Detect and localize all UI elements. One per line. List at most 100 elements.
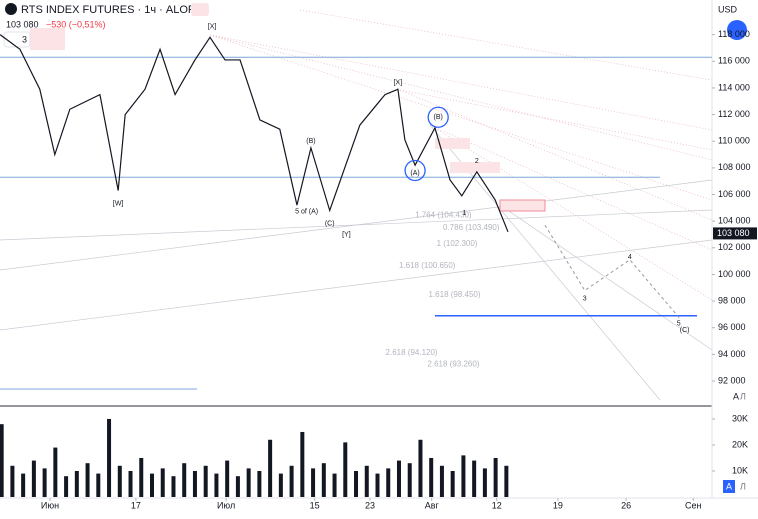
log-button[interactable]: Л [740, 481, 746, 491]
x-tick-label: 17 [131, 500, 141, 510]
auto-toggle[interactable] [723, 480, 735, 493]
fib-label: 0.786 (103.490) [443, 223, 500, 232]
wave-label: 3 [583, 295, 587, 302]
volume-bar [235, 476, 240, 497]
volume-bar [493, 457, 498, 497]
volume-bar [10, 465, 15, 497]
y-tick-label: 112 000 [718, 109, 750, 119]
wave-label: 5 [677, 321, 681, 328]
volume-bar [439, 465, 444, 497]
volume-bar [203, 465, 208, 497]
fib-label: 1.618 (100.650) [399, 261, 456, 270]
y-tick-label: 20K [732, 439, 748, 449]
volume-bar [85, 463, 90, 497]
y-tick-label: 94 000 [718, 349, 746, 359]
x-tick-label: Июн [41, 500, 59, 510]
volume-bar [246, 468, 251, 497]
badge [191, 3, 209, 16]
volume-bar [139, 457, 144, 497]
wave-label: 1 [463, 210, 467, 217]
zone [30, 28, 65, 50]
volume-bar [375, 473, 380, 497]
last-price-tag [713, 227, 757, 240]
volume-bar [311, 468, 316, 497]
volume-bar [278, 473, 283, 497]
x-tick-label: Сен [685, 500, 702, 510]
volume-bar [150, 473, 154, 497]
y-tick-label: 106 000 [718, 189, 751, 199]
volume-bar [53, 447, 58, 497]
volume-bar [396, 460, 401, 497]
volume-bar [354, 470, 359, 497]
zone [499, 199, 546, 212]
fib-label: 1.618 (98.450) [429, 290, 481, 299]
wave-label: [X] [394, 79, 403, 86]
volume-bar [64, 476, 69, 497]
volume-bar [160, 468, 165, 497]
last-price-label: 103 080 [717, 228, 750, 238]
wave-label: 5 of (A) [295, 209, 318, 216]
y-tick-label: 114 000 [718, 82, 750, 92]
y-tick-label: 104 000 [718, 216, 751, 226]
wave-label: (B) [306, 138, 315, 145]
volume-bar [96, 473, 101, 497]
change: −530 (−0,51%) [46, 19, 106, 29]
symbol-icon[interactable] [5, 3, 17, 15]
volume-bar [386, 468, 391, 497]
volume-bar [257, 470, 262, 497]
volume-bar [42, 468, 47, 497]
volume-bar [128, 470, 133, 497]
wave-label: [Y] [342, 231, 351, 238]
y-tick-label: 10K [732, 465, 748, 475]
volume-bar [418, 439, 423, 497]
wave-circle [404, 159, 426, 182]
volume-bar [225, 460, 230, 497]
y-tick-label: 98 000 [718, 295, 746, 305]
volume-bar [450, 470, 455, 497]
volume-bar [21, 473, 26, 497]
x-tick-label: 12 [492, 500, 502, 510]
zone [450, 162, 500, 173]
projection-line [544, 224, 681, 319]
wave-label: (C) [325, 221, 335, 228]
add-button[interactable] [727, 20, 747, 40]
currency[interactable]: USD [718, 4, 738, 14]
y-tick-label: 96 000 [718, 322, 746, 332]
x-tick-label: 26 [621, 500, 631, 510]
y-tick-label: 108 000 [718, 162, 751, 172]
wave-label: (C) [680, 327, 690, 334]
volume-bar [300, 431, 305, 497]
volume-bar [117, 465, 122, 497]
y-tick-label: 100 000 [718, 269, 751, 279]
volume-bar [472, 460, 477, 497]
x-tick-label: Июл [217, 500, 235, 510]
wave-label: [X] [208, 23, 217, 30]
fib-fan [209, 9, 713, 301]
auto-button[interactable]: A [733, 391, 739, 401]
volume-bar [268, 439, 273, 497]
x-tick-label: 19 [553, 500, 563, 510]
volume-bar [343, 442, 348, 497]
fib-label: 1.764 (104.430) [415, 211, 472, 220]
auto-button[interactable]: A [726, 481, 732, 491]
fib-label: 2.618 (94.120) [386, 348, 438, 357]
log-button[interactable]: Л [740, 391, 746, 401]
volume-bar [332, 473, 337, 497]
y-tick-label: 30K [732, 413, 748, 423]
x-tick-label: 23 [365, 500, 375, 510]
volume-bar [461, 455, 466, 497]
symbol[interactable]: RTS INDEX FUTURES · 1ч · ALOR [21, 4, 196, 16]
volume-bar [171, 476, 176, 497]
zone [435, 138, 470, 149]
volume-bar [182, 463, 187, 497]
y-tick-label: 92 000 [718, 375, 746, 385]
wave-label: (A) [410, 170, 419, 177]
volume-bar [364, 465, 369, 497]
volume-bar [504, 465, 509, 497]
price-line [0, 34, 509, 233]
volume-bar [31, 460, 36, 497]
wave-circle [427, 106, 449, 128]
volume-bar [214, 473, 219, 497]
